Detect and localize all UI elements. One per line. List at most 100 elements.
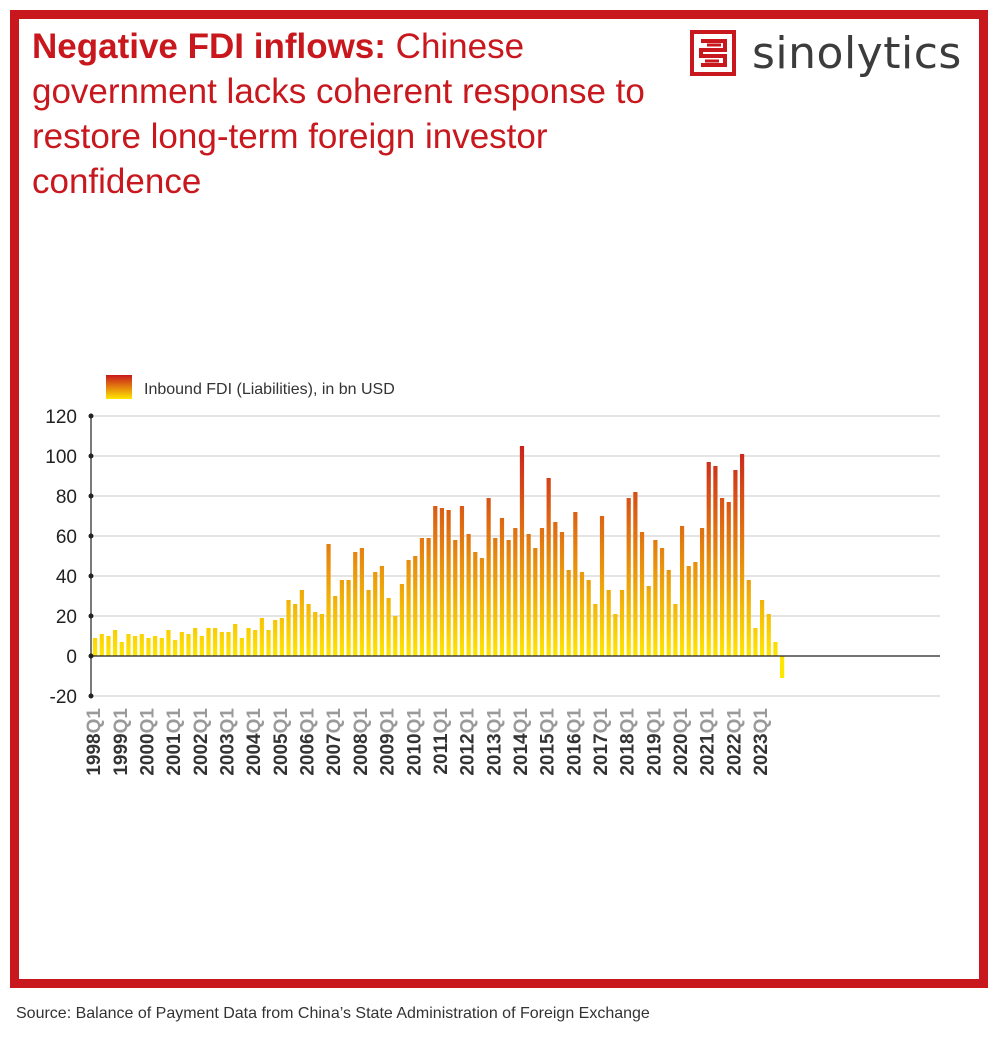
- bar: [453, 540, 458, 656]
- x-tick-label: 2015Q1: [538, 708, 559, 776]
- y-tick-label: 100: [45, 447, 77, 468]
- bar: [419, 538, 425, 656]
- bar: [113, 630, 118, 656]
- x-tick-label: 2004Q1: [244, 708, 265, 776]
- bar: [459, 506, 465, 656]
- x-tick-quarter: Q1: [591, 708, 612, 734]
- x-tick-quarter: Q1: [564, 708, 585, 734]
- bar: [239, 638, 244, 656]
- bar: [773, 642, 778, 656]
- y-tick-label: 20: [56, 607, 77, 628]
- x-tick-quarter: Q1: [298, 708, 319, 734]
- bar: [226, 632, 231, 656]
- bar: [319, 614, 324, 656]
- bar: [693, 562, 698, 656]
- bar: [546, 478, 551, 656]
- x-tick-label: 2016Q1: [564, 708, 585, 776]
- bar: [233, 624, 238, 656]
- x-tick-year: 2021: [698, 733, 719, 776]
- x-tick-quarter: Q1: [644, 708, 665, 734]
- bar: [446, 510, 451, 656]
- bar: [753, 628, 758, 656]
- x-tick-label: 2017Q1: [591, 708, 612, 776]
- bar: [313, 612, 318, 656]
- bar: [653, 540, 658, 656]
- bar: [486, 498, 491, 656]
- bar: [199, 636, 204, 656]
- bar: [299, 590, 304, 656]
- x-tick-quarter: Q1: [751, 708, 772, 734]
- x-tick-year: 2003: [218, 733, 239, 775]
- x-tick-quarter: Q1: [191, 708, 212, 734]
- bar: [713, 466, 718, 656]
- x-tick-label: 2011Q1: [431, 708, 452, 775]
- x-tick-year: 2008: [351, 733, 372, 775]
- bar: [619, 590, 625, 656]
- bar: [579, 572, 585, 656]
- bar: [279, 618, 284, 656]
- bar: [186, 634, 191, 656]
- bar: [333, 596, 338, 656]
- chart-frame: [10, 10, 988, 988]
- x-tick-year: 2020: [671, 733, 692, 775]
- x-tick-label: 1999Q1: [111, 708, 132, 776]
- bar: [666, 570, 671, 656]
- bar: [153, 636, 158, 656]
- bar: [766, 614, 771, 656]
- x-tick-quarter: Q1: [404, 708, 425, 734]
- x-tick-label: 1998Q1: [84, 708, 105, 776]
- bar: [593, 604, 598, 656]
- bar: [473, 552, 478, 656]
- bar: [179, 632, 184, 656]
- bar: [673, 604, 678, 656]
- y-tick-label: 0: [66, 647, 77, 668]
- sinolytics-logo-icon: [690, 30, 736, 76]
- bar: [259, 618, 264, 656]
- bar: [466, 534, 471, 656]
- bar: [193, 628, 198, 656]
- bar: [219, 632, 224, 656]
- bar: [573, 512, 578, 656]
- bar: [406, 560, 411, 656]
- x-tick-label: 2020Q1: [671, 708, 692, 776]
- bar: [513, 528, 518, 656]
- y-tick-label: 120: [45, 407, 77, 428]
- axes: -200204060801001201998Q11999Q12000Q12001…: [45, 407, 940, 776]
- x-tick-label: 2005Q1: [271, 708, 292, 776]
- bar: [686, 566, 691, 656]
- x-tick-label: 2018Q1: [618, 708, 639, 776]
- y-tick-label: 60: [56, 527, 77, 548]
- bar: [566, 570, 571, 656]
- x-tick-year: 1998: [84, 733, 105, 775]
- x-tick-year: 2004: [244, 733, 265, 776]
- x-tick-year: 2007: [324, 733, 345, 775]
- x-tick-year: 2006: [298, 733, 319, 775]
- x-tick-year: 2015: [538, 733, 559, 776]
- source-note: Source: Balance of Payment Data from Chi…: [16, 1005, 650, 1022]
- brand-name: sinolytics: [752, 27, 962, 79]
- x-tick-label: 2007Q1: [324, 708, 345, 776]
- bar: [206, 628, 211, 656]
- x-tick-year: 1999: [111, 733, 132, 775]
- x-tick-year: 2014: [511, 733, 532, 776]
- bar: [519, 446, 525, 656]
- x-tick-quarter: Q1: [671, 708, 692, 734]
- bar: [559, 532, 565, 656]
- y-tick-label: 40: [56, 567, 77, 588]
- bar: [706, 462, 711, 656]
- x-tick-label: 2008Q1: [351, 708, 372, 776]
- x-tick-label: 2013Q1: [484, 708, 505, 776]
- x-tick-label: 2001Q1: [164, 708, 185, 776]
- bar: [433, 506, 438, 656]
- x-tick-label: 2012Q1: [458, 708, 479, 776]
- x-tick-label: 2006Q1: [298, 708, 319, 776]
- bar: [266, 630, 271, 656]
- bar: [106, 636, 111, 656]
- bar: [346, 580, 351, 656]
- bar: [760, 600, 765, 656]
- bar: [273, 620, 278, 656]
- x-tick-year: 2001: [164, 733, 185, 776]
- bar: [399, 584, 405, 656]
- x-tick-year: 2019: [644, 733, 665, 775]
